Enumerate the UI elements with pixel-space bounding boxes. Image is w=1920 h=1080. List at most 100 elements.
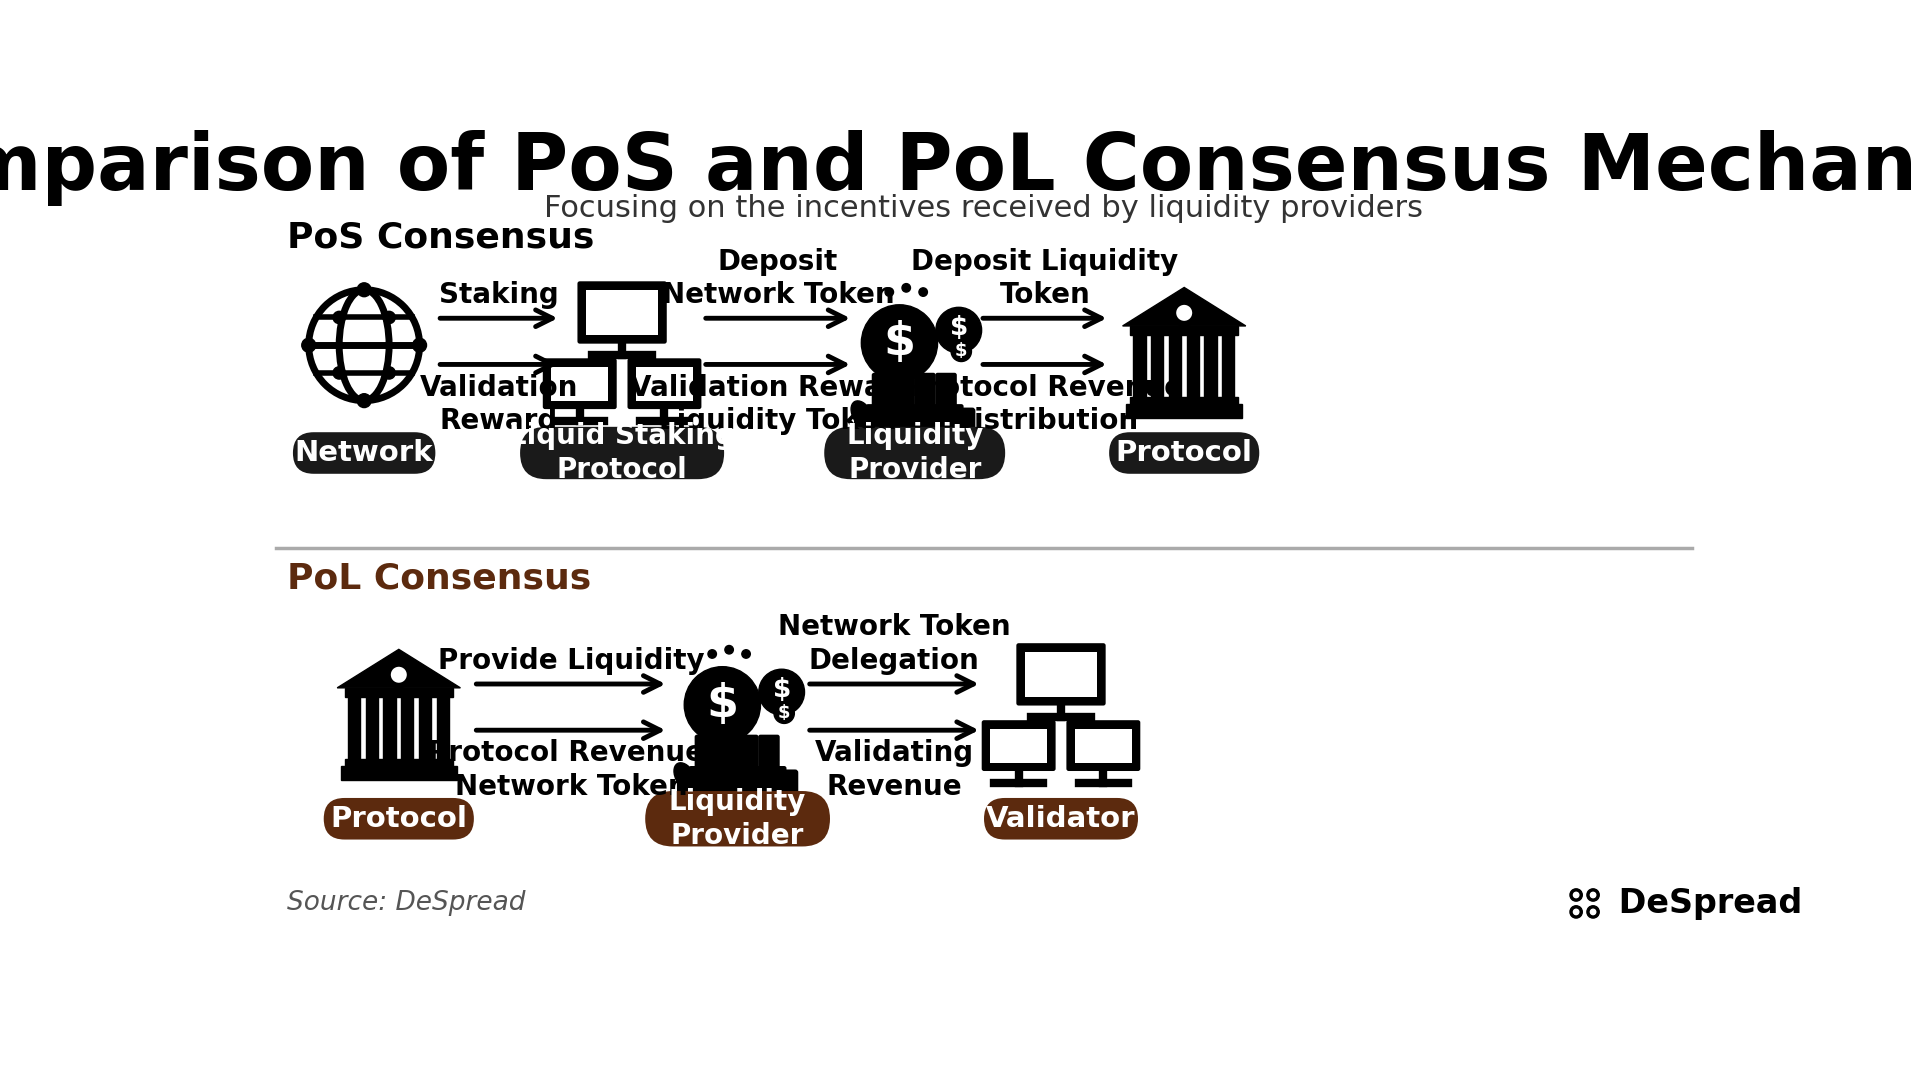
FancyBboxPatch shape xyxy=(914,373,935,413)
Text: Deposit Liquidity
Token: Deposit Liquidity Token xyxy=(912,247,1179,309)
Circle shape xyxy=(382,311,396,324)
Bar xyxy=(991,729,1046,762)
FancyBboxPatch shape xyxy=(866,404,964,438)
Circle shape xyxy=(388,664,409,686)
Circle shape xyxy=(357,283,371,297)
Text: PoL Consensus: PoL Consensus xyxy=(288,562,591,595)
Polygon shape xyxy=(780,701,789,710)
Text: Network: Network xyxy=(296,438,434,467)
Bar xyxy=(1221,335,1235,396)
Polygon shape xyxy=(712,729,733,739)
Bar xyxy=(401,697,413,758)
FancyBboxPatch shape xyxy=(294,432,436,474)
Polygon shape xyxy=(1123,287,1246,326)
FancyBboxPatch shape xyxy=(520,427,724,480)
Polygon shape xyxy=(338,649,461,688)
Text: Liquid Staking
Protocol: Liquid Staking Protocol xyxy=(509,422,735,484)
Text: Comparison of PoS and PoL Consensus Mechanisms: Comparison of PoS and PoL Consensus Mech… xyxy=(0,130,1920,206)
Text: DeSpread: DeSpread xyxy=(1607,887,1803,920)
Bar xyxy=(1075,729,1131,762)
Text: Deposit
Network Token: Deposit Network Token xyxy=(662,247,895,309)
Bar xyxy=(1133,335,1146,396)
Text: $: $ xyxy=(778,704,791,723)
Circle shape xyxy=(950,341,972,362)
FancyBboxPatch shape xyxy=(543,359,616,409)
Text: Validation
Reward: Validation Reward xyxy=(420,374,578,435)
Bar xyxy=(1204,335,1217,396)
FancyBboxPatch shape xyxy=(324,798,474,839)
Circle shape xyxy=(382,367,396,379)
Text: Protocol Revenue
Distribution: Protocol Revenue Distribution xyxy=(906,374,1183,435)
Circle shape xyxy=(1173,302,1194,324)
FancyBboxPatch shape xyxy=(758,734,780,774)
Circle shape xyxy=(1572,892,1578,897)
FancyBboxPatch shape xyxy=(935,373,956,413)
Circle shape xyxy=(774,703,795,724)
Polygon shape xyxy=(956,339,966,348)
Text: Network Token
Delegation: Network Token Delegation xyxy=(778,613,1010,675)
FancyBboxPatch shape xyxy=(1110,432,1260,474)
Circle shape xyxy=(741,650,751,658)
Text: Focusing on the incentives received by liquidity providers: Focusing on the incentives received by l… xyxy=(545,193,1423,222)
Text: $: $ xyxy=(772,677,791,703)
Text: Protocol: Protocol xyxy=(330,805,467,833)
FancyBboxPatch shape xyxy=(645,791,829,847)
FancyBboxPatch shape xyxy=(824,427,1006,480)
Text: Liquidity
Provider: Liquidity Provider xyxy=(668,788,806,850)
Circle shape xyxy=(357,394,371,407)
FancyBboxPatch shape xyxy=(889,363,910,382)
Circle shape xyxy=(1572,909,1578,915)
Bar xyxy=(1025,651,1096,697)
FancyBboxPatch shape xyxy=(1016,644,1106,705)
Bar xyxy=(1169,335,1181,396)
Circle shape xyxy=(758,670,804,715)
Circle shape xyxy=(862,305,937,381)
Bar xyxy=(342,767,457,780)
Circle shape xyxy=(902,284,910,292)
Text: Validator: Validator xyxy=(987,805,1137,833)
Circle shape xyxy=(1588,906,1599,918)
Circle shape xyxy=(885,288,893,296)
Bar xyxy=(384,697,396,758)
Circle shape xyxy=(684,666,760,743)
Bar xyxy=(436,697,449,758)
Bar xyxy=(1131,396,1238,405)
Bar xyxy=(586,289,659,335)
Bar xyxy=(348,697,361,758)
Text: Validating
Revenue: Validating Revenue xyxy=(814,740,973,801)
Text: Source: DeSpread: Source: DeSpread xyxy=(288,890,526,917)
Bar xyxy=(636,367,693,401)
Ellipse shape xyxy=(674,762,697,791)
Text: Liquidity
Provider: Liquidity Provider xyxy=(847,422,983,484)
Text: Provide Liquidity: Provide Liquidity xyxy=(438,647,705,675)
FancyBboxPatch shape xyxy=(893,373,914,413)
Bar xyxy=(1152,335,1164,396)
FancyBboxPatch shape xyxy=(689,766,787,800)
FancyBboxPatch shape xyxy=(737,734,758,774)
FancyBboxPatch shape xyxy=(678,769,799,799)
Ellipse shape xyxy=(851,401,874,429)
FancyBboxPatch shape xyxy=(578,281,666,343)
Circle shape xyxy=(726,646,733,654)
Bar xyxy=(365,697,378,758)
FancyBboxPatch shape xyxy=(981,720,1056,771)
Circle shape xyxy=(920,288,927,296)
Text: $: $ xyxy=(883,321,916,365)
Text: $: $ xyxy=(950,315,968,341)
Bar xyxy=(1187,335,1198,396)
Text: Staking: Staking xyxy=(440,281,559,309)
FancyBboxPatch shape xyxy=(872,373,893,413)
Text: $: $ xyxy=(954,342,968,361)
Circle shape xyxy=(1588,889,1599,901)
Text: $: $ xyxy=(707,683,739,727)
FancyBboxPatch shape xyxy=(712,725,732,744)
Circle shape xyxy=(332,311,346,324)
FancyBboxPatch shape xyxy=(983,798,1139,839)
Text: PoS Consensus: PoS Consensus xyxy=(288,220,595,255)
Circle shape xyxy=(1590,892,1596,897)
FancyBboxPatch shape xyxy=(628,359,701,409)
Bar xyxy=(346,758,453,767)
FancyBboxPatch shape xyxy=(854,407,975,437)
Text: Validation Reward,
Liquidity Token: Validation Reward, Liquidity Token xyxy=(630,374,927,435)
FancyBboxPatch shape xyxy=(1066,720,1140,771)
